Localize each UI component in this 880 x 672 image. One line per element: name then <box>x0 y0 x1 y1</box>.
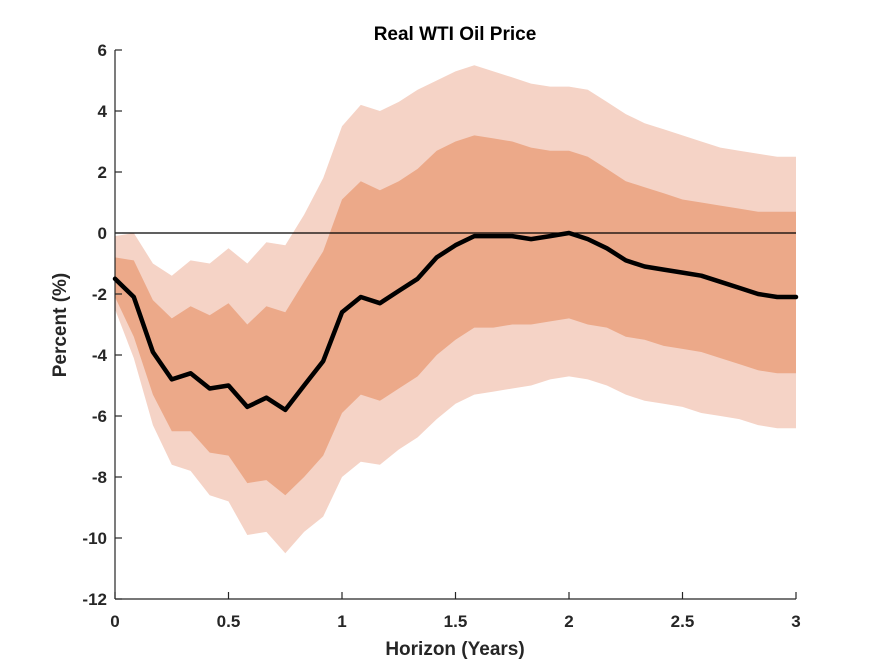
chart-title: Real WTI Oil Price <box>374 24 537 45</box>
y-tick-label: 4 <box>98 102 108 121</box>
x-tick-label: 3 <box>791 612 800 631</box>
y-tick-label: 6 <box>98 41 107 60</box>
x-tick-label: 0 <box>110 612 119 631</box>
x-tick-label: 0.5 <box>217 612 241 631</box>
x-axis-label: Horizon (Years) <box>385 639 524 660</box>
median-line <box>112 230 799 413</box>
y-tick-label: -8 <box>92 468 107 487</box>
y-tick-label: 2 <box>98 163 107 182</box>
x-tick-label: 2 <box>564 612 573 631</box>
y-axis-label: Percent (%) <box>50 273 71 378</box>
y-tick-label: -2 <box>92 285 107 304</box>
y-tick-label: -12 <box>82 590 107 609</box>
y-axis-ticks: -12 -10 -8 -6 -4 -2 0 2 4 6 <box>82 41 122 609</box>
y-tick-label: 0 <box>98 224 107 243</box>
median-line-group <box>112 230 799 413</box>
inner-confidence-band <box>115 135 796 496</box>
y-tick-label: -10 <box>82 529 107 548</box>
confidence-bands <box>115 65 796 554</box>
x-axis-ticks: 0 0.5 1 1.5 2 2.5 3 <box>110 592 801 631</box>
x-tick-label: 2.5 <box>671 612 695 631</box>
x-tick-label: 1.5 <box>444 612 468 631</box>
y-tick-label: -6 <box>92 407 107 426</box>
y-tick-label: -4 <box>92 346 108 365</box>
x-tick-label: 1 <box>337 612 346 631</box>
